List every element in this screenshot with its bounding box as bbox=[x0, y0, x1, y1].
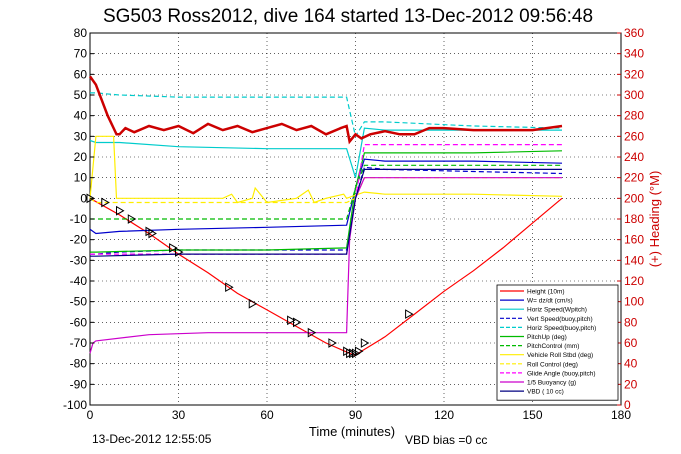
x-tick-label: 120 bbox=[434, 408, 454, 422]
right-tick-label: 340 bbox=[624, 47, 644, 61]
right-tick-label: 180 bbox=[624, 212, 644, 226]
legend: Height (10m) W= dz/dt (cm/s) Horiz Speed(W… bbox=[496, 284, 619, 401]
y-tick-label: 0 bbox=[80, 191, 87, 205]
right-tick-label: 320 bbox=[624, 67, 644, 81]
height-marker bbox=[328, 338, 337, 348]
x-axis-label: Time (minutes) bbox=[309, 424, 395, 439]
vbd-bias-footer: VBD bias =0 cc bbox=[405, 433, 487, 447]
right-tick-label: 280 bbox=[624, 109, 644, 123]
x-tick-label: 60 bbox=[260, 408, 274, 422]
y-tick-label: 30 bbox=[74, 129, 88, 143]
right-axis-label: (+) Heading (°M) bbox=[647, 171, 662, 268]
series-line-12 bbox=[88, 75, 563, 145]
height-marker bbox=[116, 205, 125, 216]
chart-title: SG503 Ross2012, dive 164 started 13-Dec-… bbox=[103, 6, 593, 27]
x-axis-ticks: 0 30 60 90 120 150 180 bbox=[87, 408, 632, 422]
y-tick-label: -20 bbox=[70, 233, 88, 247]
series-line-6 bbox=[90, 164, 562, 220]
legend-label: Roll Control (deg) bbox=[527, 361, 578, 368]
height-marker bbox=[175, 247, 184, 257]
height-markers bbox=[86, 193, 414, 359]
series-line-10 bbox=[89, 177, 562, 354]
right-tick-label: 360 bbox=[624, 26, 644, 40]
height-marker bbox=[101, 197, 110, 208]
height-marker bbox=[360, 338, 370, 348]
y-tick-label: 50 bbox=[74, 88, 88, 102]
height-marker bbox=[405, 309, 414, 319]
legend-label: VBD ( 10 cc) bbox=[527, 389, 564, 396]
legend-label: 1/5 Buoyancy (g) bbox=[527, 380, 576, 387]
height-marker bbox=[287, 315, 296, 326]
series-line-4 bbox=[90, 92, 563, 138]
right-tick-label: 60 bbox=[624, 336, 638, 350]
y-tick-label: 70 bbox=[74, 47, 88, 61]
height-marker bbox=[148, 228, 157, 239]
legend-label: Glide Angle (buoy,pitch) bbox=[527, 370, 596, 377]
y-tick-label: -50 bbox=[70, 295, 88, 309]
right-tick-label: 240 bbox=[624, 150, 644, 164]
height-marker bbox=[248, 298, 258, 309]
right-tick-label: 220 bbox=[624, 171, 644, 185]
height-marker bbox=[307, 327, 317, 338]
legend-label: Height (10m) bbox=[527, 289, 565, 296]
y-tick-label: 10 bbox=[74, 171, 88, 185]
height-marker bbox=[86, 193, 96, 204]
legend-label: Horiz Speed(Wpitch) bbox=[527, 307, 587, 314]
y-tick-label: 40 bbox=[74, 109, 88, 123]
height-marker bbox=[169, 243, 178, 253]
right-tick-label: 260 bbox=[624, 129, 644, 143]
x-tick-label: 30 bbox=[172, 408, 186, 422]
series-line-7 bbox=[89, 135, 563, 204]
y-tick-label: 60 bbox=[74, 67, 88, 81]
height-marker bbox=[346, 348, 355, 359]
grid-lines bbox=[89, 32, 622, 406]
x-tick-label: 90 bbox=[349, 408, 363, 422]
right-axis-ticks: 3603403203002802602402202001801601401201… bbox=[617, 26, 644, 412]
height-marker bbox=[354, 346, 364, 357]
legend-label: PitchUp (deg) bbox=[527, 334, 567, 341]
legend-label: Vert Speed(buoy,pitch) bbox=[527, 316, 593, 323]
y-tick-label: -10 bbox=[70, 212, 88, 226]
legend-box bbox=[496, 284, 619, 401]
x-tick-label: 180 bbox=[611, 408, 631, 422]
height-marker bbox=[225, 282, 234, 293]
right-tick-label: 100 bbox=[624, 295, 644, 309]
legend-label: Vehicle Roll Stbd (deg) bbox=[527, 352, 593, 359]
right-tick-label: 160 bbox=[624, 233, 644, 247]
series-line-1 bbox=[89, 158, 563, 235]
right-tick-label: 80 bbox=[624, 315, 638, 329]
series-line-11 bbox=[90, 168, 562, 257]
legend-label: Horiz Speed(buoy,pitch) bbox=[527, 325, 596, 332]
legend-label: PitchControl (mm) bbox=[527, 343, 579, 350]
y-tick-label: -80 bbox=[70, 357, 88, 371]
series-line-5 bbox=[90, 150, 563, 253]
x-tick-label: 0 bbox=[87, 408, 94, 422]
timestamp-footer: 13-Dec-2012 12:55:05 bbox=[92, 432, 212, 446]
height-marker bbox=[349, 348, 358, 359]
y-tick-label: -60 bbox=[70, 315, 88, 329]
right-tick-label: 120 bbox=[624, 274, 644, 288]
y-tick-label: -90 bbox=[70, 377, 88, 391]
y-tick-label: -100 bbox=[63, 398, 87, 412]
height-marker bbox=[293, 317, 302, 328]
right-tick-label: 300 bbox=[624, 88, 644, 102]
right-tick-label: 200 bbox=[624, 191, 644, 205]
series-line-2 bbox=[89, 127, 562, 178]
x-tick-label: 150 bbox=[522, 408, 542, 422]
y-tick-label: -40 bbox=[70, 274, 88, 288]
right-tick-label: 40 bbox=[624, 357, 638, 371]
series-line-3 bbox=[90, 166, 563, 255]
right-tick-label: 140 bbox=[624, 253, 644, 267]
y-axis-ticks: 80 70 60 50 40 30 20 10 0 -10 -20 -30 -40 -50 -60 -70 -8… bbox=[63, 26, 94, 412]
right-tick-label: 0 bbox=[624, 398, 631, 412]
y-tick-label: 20 bbox=[74, 150, 88, 164]
y-tick-label: 80 bbox=[74, 26, 88, 40]
legend-label: W= dz/dt (cm/s) bbox=[527, 298, 573, 305]
y-tick-label: -30 bbox=[70, 253, 88, 267]
right-tick-label: 20 bbox=[624, 377, 638, 391]
y-tick-label: -70 bbox=[70, 336, 88, 350]
height-marker bbox=[127, 214, 137, 224]
